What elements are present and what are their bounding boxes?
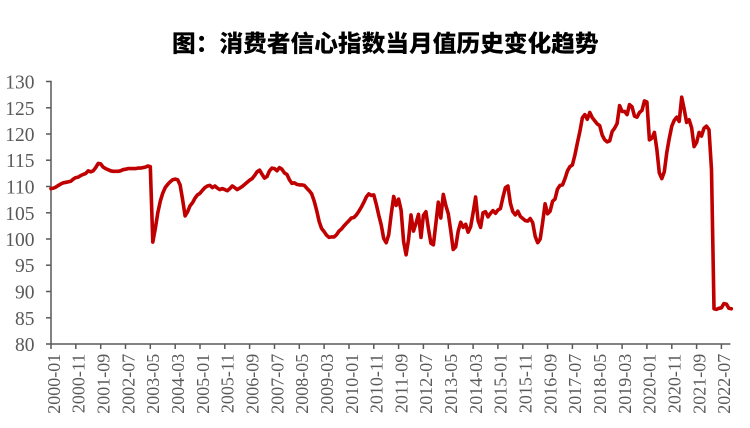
svg-text:130: 130 — [5, 73, 34, 94]
svg-text:2015-01: 2015-01 — [491, 354, 511, 414]
svg-text:2020-11: 2020-11 — [665, 354, 685, 413]
svg-text:100: 100 — [5, 230, 34, 251]
svg-text:2005-11: 2005-11 — [218, 354, 238, 413]
svg-text:2009-03: 2009-03 — [317, 354, 337, 414]
svg-text:2006-09: 2006-09 — [242, 354, 262, 414]
svg-text:2018-05: 2018-05 — [590, 354, 610, 414]
svg-text:125: 125 — [5, 99, 34, 120]
svg-text:2020-01: 2020-01 — [640, 354, 660, 414]
svg-text:110: 110 — [6, 178, 35, 199]
svg-text:2008-05: 2008-05 — [292, 354, 312, 414]
svg-text:2011-09: 2011-09 — [391, 354, 411, 413]
svg-text:2010-01: 2010-01 — [342, 354, 362, 414]
svg-text:2013-05: 2013-05 — [441, 354, 461, 414]
svg-text:115: 115 — [6, 151, 35, 172]
svg-text:2022-07: 2022-07 — [714, 354, 734, 414]
svg-text:2012-07: 2012-07 — [416, 354, 436, 414]
svg-text:2000-11: 2000-11 — [69, 354, 89, 413]
svg-text:85: 85 — [15, 309, 35, 330]
svg-text:2014-03: 2014-03 — [466, 354, 486, 414]
svg-text:120: 120 — [5, 125, 34, 146]
svg-text:80: 80 — [15, 335, 35, 356]
svg-text:95: 95 — [15, 256, 35, 277]
svg-text:2005-01: 2005-01 — [193, 354, 213, 414]
svg-text:2000-01: 2000-01 — [44, 354, 64, 414]
svg-text:2015-11: 2015-11 — [516, 354, 536, 413]
svg-text:90: 90 — [15, 283, 35, 304]
svg-text:2017-07: 2017-07 — [565, 354, 585, 414]
svg-text:2001-09: 2001-09 — [94, 354, 114, 414]
svg-text:2007-07: 2007-07 — [267, 354, 287, 414]
svg-text:2002-07: 2002-07 — [118, 354, 138, 414]
svg-text:2010-11: 2010-11 — [367, 354, 387, 413]
svg-text:2003-05: 2003-05 — [143, 354, 163, 414]
svg-text:2021-09: 2021-09 — [689, 354, 709, 414]
svg-text:2004-03: 2004-03 — [168, 354, 188, 414]
svg-text:105: 105 — [5, 204, 34, 225]
svg-text:2016-09: 2016-09 — [540, 354, 560, 414]
svg-text:2019-03: 2019-03 — [615, 354, 635, 414]
